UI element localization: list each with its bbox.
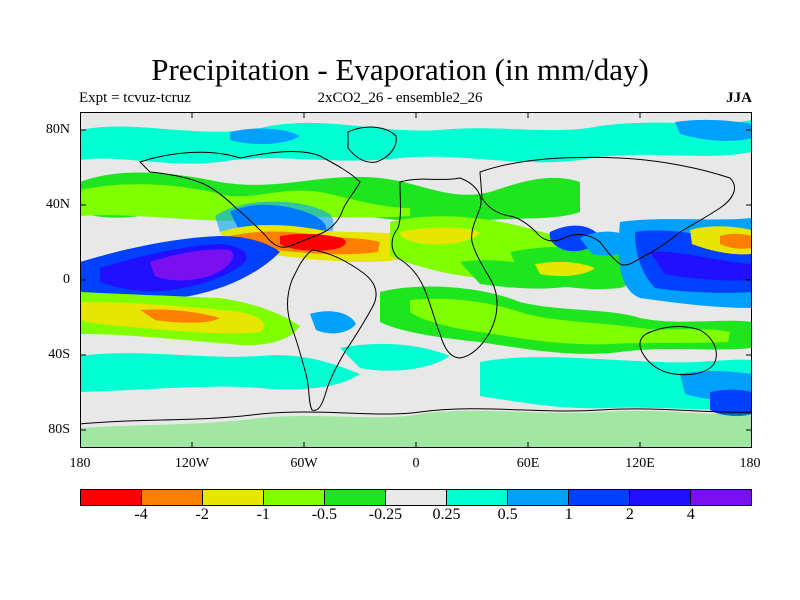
field-region [80,353,360,392]
field-region [340,343,450,371]
world-map [80,112,752,448]
lat-label: 40S [48,347,70,362]
lon-label: 0 [412,456,420,471]
lon-label: 120E [625,456,655,471]
lon-label: 60W [290,456,318,471]
field-region [140,309,220,323]
lon-label: 180 [69,456,91,471]
colorbar-label: 4 [686,506,695,523]
lon-label: 120W [174,456,210,471]
lat-label: 80N [45,122,70,137]
lat-label: 40N [45,197,70,212]
run-label: 2xCO2_26 - ensemble2_26 [317,90,483,106]
colorbar-label: -4 [134,506,148,523]
colorbar-label: -2 [195,506,209,523]
field-region [480,357,752,410]
colorbar-label: -0.5 [311,506,338,523]
lon-label: 180 [739,456,761,471]
coastlines [80,126,752,425]
lat-label: 0 [63,272,70,287]
field-region [230,128,300,145]
colorbar-swatch [203,490,264,505]
colorbar-swatch [508,490,569,505]
colorbar-swatch [569,490,630,505]
field-region [150,249,234,281]
experiment-label: Expt = tcvuz-tcruz [79,90,191,106]
colorbar-label: -0.25 [368,506,403,523]
field-region [280,233,346,251]
colorbar-label: 0.5 [497,506,518,523]
field-region [675,119,752,141]
colorbar-label: 0.25 [432,506,461,523]
colorbar [80,489,752,506]
map-frame [80,112,752,448]
lon-label: 60E [516,456,540,471]
colorbar-swatch [325,490,386,505]
colorbar-swatch [264,490,325,505]
field-region [310,311,356,334]
field-region [535,261,595,276]
lat-label: 80S [48,422,70,437]
field-region [80,410,752,448]
colorbar-label: 2 [625,506,634,523]
colorbar-label: 1 [564,506,573,523]
field-region [720,233,752,249]
map-panel [80,112,752,448]
colorbar-swatch [81,490,142,505]
colorbar-swatch [447,490,508,505]
field-region [80,184,410,221]
colorbar-swatch [691,490,751,505]
field-region [650,251,752,281]
colorbar-swatch [630,490,691,505]
colorbar-swatch [386,490,447,505]
season-label: JJA [726,90,752,106]
colorbar-swatch [142,490,203,505]
field-region [400,227,480,245]
colorbar-label: -1 [256,506,270,523]
plot-title: Precipitation - Evaporation (in mm/day) [151,52,649,87]
field-region [710,389,752,417]
